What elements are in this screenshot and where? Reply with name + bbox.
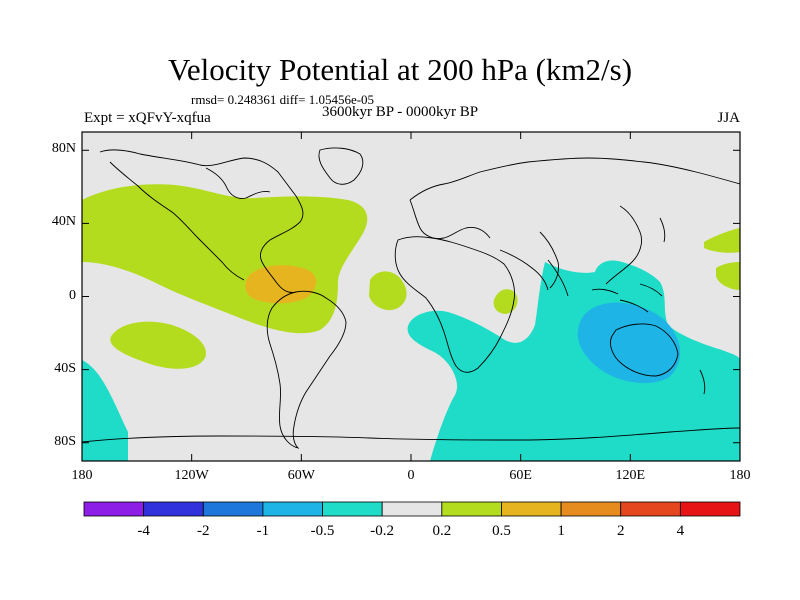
colorbar-label: -0.5 <box>310 523 335 539</box>
lon-tick-label: 180 <box>729 468 751 483</box>
lon-tick-label: 0 <box>407 468 415 483</box>
colorbar-swatch <box>679 501 741 517</box>
colorbar-label: 2 <box>616 523 625 539</box>
period-label: 3600kyr BP - 0000kyr BP <box>322 104 479 120</box>
positive-region-south-pacific <box>110 321 206 369</box>
lat-tick-label: 0 <box>69 287 76 303</box>
colorbar-label: -0.2 <box>370 523 395 539</box>
negative-region-southwest-pacific <box>82 360 128 461</box>
lat-tick-label: 80N <box>51 141 76 157</box>
colorbar-swatch <box>620 501 681 517</box>
lon-tick-label: 60E <box>509 468 532 483</box>
axis-ticks <box>81 132 741 461</box>
colorbar-swatch <box>560 501 622 517</box>
lat-tick-label: 80S <box>54 433 76 449</box>
positive-region-northwest-pacific <box>704 228 740 253</box>
positive-core-central-america <box>245 265 317 304</box>
colorbar-swatch <box>501 501 562 517</box>
map-field <box>82 132 740 461</box>
colorbar-swatch <box>262 501 323 517</box>
negative-region-southern-ocean <box>407 260 740 461</box>
colorbar-swatch <box>441 501 502 517</box>
positive-region-east-africa <box>493 289 518 314</box>
colorbar-label: 4 <box>676 523 685 539</box>
colorbar-label: 0.2 <box>432 523 452 539</box>
colorbar-swatch <box>322 501 383 517</box>
colorbar-label: -2 <box>197 523 210 539</box>
colorbar-label: 0.5 <box>492 523 511 539</box>
lat-tick-label: 40N <box>51 214 76 230</box>
colorbar-swatch <box>83 501 145 517</box>
colorbar-label: -4 <box>137 523 150 539</box>
colorbar-swatch <box>143 501 204 517</box>
lon-tick-label: 60W <box>287 468 315 483</box>
map-title: Velocity Potential at 200 hPa (km2/s) <box>167 52 633 87</box>
lon-tick-label: 120E <box>615 468 646 483</box>
coastlines <box>82 147 740 449</box>
experiment-label: Expt = xQFvY-xqfua <box>84 110 211 126</box>
positive-region-tropical-pacific <box>716 262 740 290</box>
colorbar-swatch <box>202 501 264 517</box>
lon-tick-label: 180 <box>71 468 93 483</box>
colorbar <box>83 501 741 517</box>
colorbar-label: 1 <box>557 523 565 539</box>
stats-line: rmsd= 0.248361 diff= 1.05456e-05 <box>191 92 375 107</box>
positive-region-equatorial-atlantic <box>369 271 407 311</box>
negative-core-australia <box>577 302 681 384</box>
lat-tick-label: 40S <box>54 360 76 376</box>
colorbar-label: -1 <box>256 523 270 539</box>
colorbar-swatch <box>381 501 443 517</box>
lon-tick-label: 120W <box>174 468 209 483</box>
season-label: JJA <box>717 110 740 126</box>
